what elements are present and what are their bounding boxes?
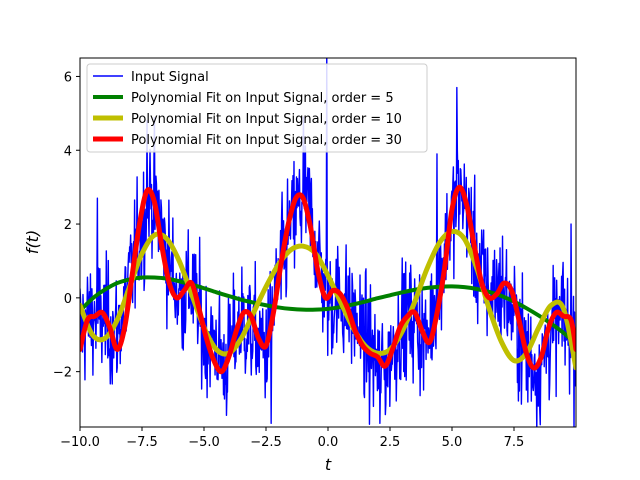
- x-axis: −10.0 −7.5 −5.0 −2.5 0.0 2.5 5.0 7.5: [60, 427, 524, 450]
- x-tick-label: −10.0: [60, 435, 100, 450]
- x-tick-label: −5.0: [188, 435, 220, 450]
- x-tick-label: −2.5: [250, 435, 282, 450]
- y-tick-label: 4: [64, 144, 72, 159]
- x-tick-label: 5.0: [442, 435, 463, 450]
- x-tick-label: −7.5: [126, 435, 158, 450]
- y-tick-label: 2: [64, 218, 72, 233]
- legend-label: Polynomial Fit on Input Signal, order = …: [131, 91, 394, 106]
- series-line-fit-1: [80, 275, 576, 346]
- legend-label: Polynomial Fit on Input Signal, order = …: [131, 133, 402, 148]
- y-tick-label: 6: [64, 70, 72, 85]
- series-line-input-signal: [80, 58, 576, 427]
- legend-box: [86, 63, 428, 153]
- legend-label: Input Signal: [131, 70, 209, 85]
- series-line-fit-2: [80, 228, 576, 371]
- series-line-fit-3: [80, 184, 576, 375]
- x-tick-label: 2.5: [380, 435, 401, 450]
- legend-label: Polynomial Fit on Input Signal, order = …: [131, 112, 402, 127]
- x-tick-label: 7.5: [504, 435, 525, 450]
- y-tick-label: −2: [53, 366, 72, 381]
- y-tick-label: 0: [64, 292, 72, 307]
- y-axis-label: f(t): [23, 230, 42, 254]
- legend: Input Signal Polynomial Fit on Input Sign…: [86, 63, 428, 153]
- y-axis: −2 0 2 4 6: [53, 70, 80, 381]
- x-axis-label: t: [325, 455, 332, 474]
- x-tick-label: 0.0: [318, 435, 339, 450]
- series-layer: [80, 58, 576, 427]
